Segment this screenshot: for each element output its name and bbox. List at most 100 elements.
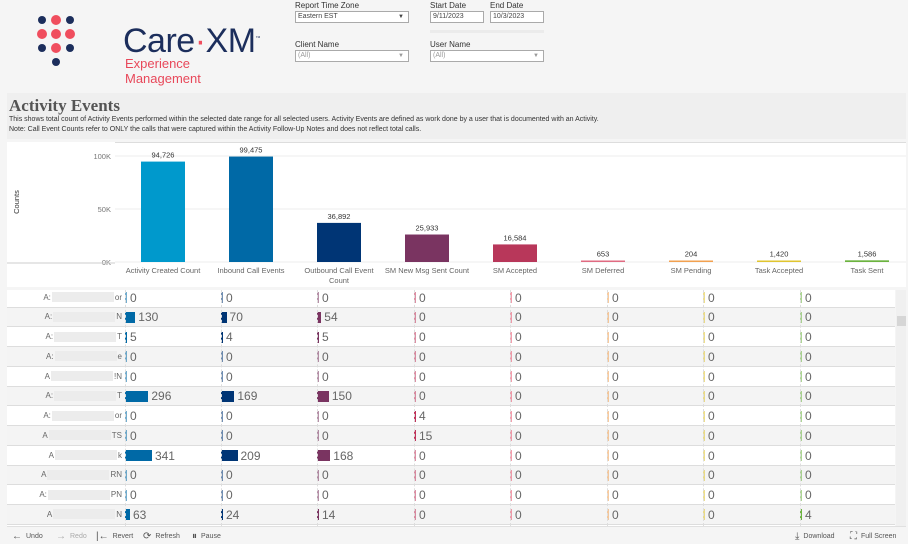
value-bar: [317, 509, 319, 521]
value-label: 0: [322, 369, 329, 384]
value-cell: 0: [221, 290, 233, 305]
value-label: 0: [226, 428, 233, 443]
value-bar: [510, 390, 512, 402]
value-bar: [125, 509, 130, 521]
value-bar: [317, 371, 319, 382]
value-cell: 0: [703, 330, 715, 345]
value-label: 0: [322, 290, 329, 305]
start-date-input[interactable]: 9/11/2023: [430, 11, 484, 23]
value-bar: [703, 331, 705, 343]
value-label: 0: [805, 290, 812, 305]
column-divider: [607, 290, 608, 526]
chevron-down-icon: ▼: [398, 14, 404, 20]
value-bar: [607, 351, 609, 363]
end-date-input[interactable]: 10/3/2023: [490, 11, 544, 23]
bar[interactable]: [757, 260, 801, 262]
value-label: 5: [130, 330, 137, 344]
date-range-slider[interactable]: [430, 30, 544, 33]
value-label: 0: [708, 428, 715, 443]
full-screen-button[interactable]: ⛶ Full Screen: [850, 531, 897, 542]
bar[interactable]: [669, 260, 713, 263]
redacted-block: [48, 430, 111, 441]
value-bar: [221, 390, 235, 402]
value-cell: 0: [703, 369, 715, 384]
value-bar: [703, 390, 705, 402]
value-label: 0: [419, 290, 426, 305]
value-bar: [607, 292, 609, 303]
bar[interactable]: [229, 156, 273, 262]
name-suffix: or: [114, 411, 122, 420]
value-cell: 0: [125, 349, 137, 364]
pause-button[interactable]: ⏸ Pause: [192, 531, 221, 542]
bar[interactable]: [581, 260, 625, 263]
value-label: 341: [154, 448, 175, 463]
redo-button[interactable]: → Redo: [56, 531, 87, 542]
value-cell: 0: [607, 428, 619, 443]
user-name-cell: A: e: [46, 351, 122, 362]
x-tick-label: Task Sent: [851, 266, 885, 275]
value-bar: [414, 430, 416, 442]
name-suffix: TS: [111, 430, 122, 440]
bar[interactable]: [317, 222, 361, 262]
value-bar: [414, 351, 416, 363]
name-suffix: RN: [110, 470, 122, 480]
column-divider: [510, 290, 511, 526]
redacted-block: [51, 292, 114, 302]
y-tick-label: 50K: [98, 205, 111, 214]
note: Note: Call Event Counts refer to ONLY th…: [9, 126, 422, 133]
value-bar: [414, 509, 416, 521]
value-bar: [607, 469, 609, 481]
value-cell: 0: [800, 290, 812, 305]
redacted-block: [51, 371, 113, 381]
value-label: 0: [805, 409, 812, 423]
value-cell: 0: [510, 369, 522, 384]
download-button[interactable]: ⤓ Download: [795, 531, 835, 542]
scrollbar-thumb[interactable]: [897, 316, 906, 326]
time-zone-select[interactable]: Eastern EST ▼: [295, 11, 409, 23]
value-cell: 0: [800, 349, 812, 364]
value-bar: [510, 410, 512, 422]
value-cell: 341: [125, 448, 175, 463]
redacted-block: [47, 489, 110, 500]
bar[interactable]: [141, 161, 185, 262]
bar[interactable]: [493, 244, 537, 262]
value-cell: 0: [607, 290, 619, 305]
bar[interactable]: [405, 234, 449, 262]
value-label: 0: [515, 448, 522, 463]
value-bar: [221, 469, 223, 481]
value-label: 0: [612, 310, 619, 325]
value-cell: 0: [125, 428, 137, 443]
column-divider: [125, 290, 126, 526]
value-cell: 0: [703, 428, 715, 443]
value-cell: 0: [414, 468, 426, 483]
value-cell: 168: [317, 448, 353, 463]
bar[interactable]: [845, 260, 889, 262]
refresh-button[interactable]: ⟳ Refresh: [143, 531, 180, 542]
revert-button[interactable]: |← Revert: [96, 531, 134, 542]
name-suffix: or: [114, 292, 122, 302]
data-label: 1,586: [858, 249, 877, 258]
data-label: 653: [597, 250, 610, 259]
value-bar: [703, 509, 705, 521]
value-label: 0: [805, 389, 812, 404]
undo-button[interactable]: ← Undo: [12, 531, 43, 542]
value-cell: 4: [414, 409, 426, 424]
value-label: 0: [322, 488, 329, 502]
value-label: 0: [708, 369, 715, 384]
value-cell: 0: [703, 507, 715, 522]
client-name-select[interactable]: (All) ▼: [295, 50, 409, 62]
value-bar: [125, 430, 127, 442]
value-label: 0: [612, 349, 619, 364]
value-cell: 0: [607, 448, 619, 463]
value-label: 0: [612, 468, 619, 483]
table-row: A: N 130 70 54 0 0 0 0 0: [7, 307, 895, 328]
value-cell: 0: [317, 349, 329, 364]
value-cell: 5: [317, 330, 329, 345]
user-name-select[interactable]: (All) ▼: [430, 50, 544, 62]
value-label: 4: [226, 330, 233, 344]
value-label: 0: [612, 448, 619, 463]
value-label: 0: [708, 507, 715, 522]
vertical-scrollbar[interactable]: [896, 290, 906, 526]
value-label: 0: [419, 330, 426, 344]
